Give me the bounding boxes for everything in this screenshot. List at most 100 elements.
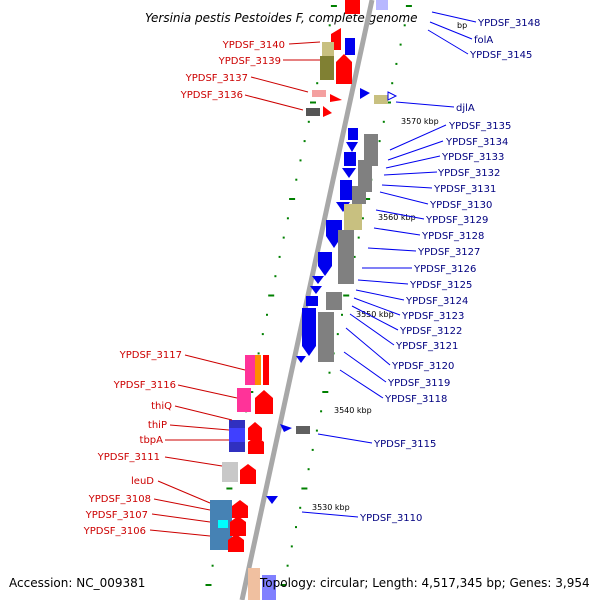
gene-feature[interactable] (222, 462, 238, 482)
gene-label[interactable]: YPDSF_3118 (384, 394, 447, 405)
gene-label[interactable]: YPDSF_3126 (413, 264, 476, 275)
gene-label[interactable]: YPDSF_3129 (425, 215, 488, 226)
gene-label[interactable]: leuD (131, 476, 154, 487)
gene-feature[interactable] (345, 38, 355, 55)
tick-mark (295, 526, 297, 529)
gene-feature[interactable] (248, 436, 264, 454)
tick-mark (361, 217, 364, 220)
gene-label[interactable]: YPDSF_3132 (437, 168, 500, 179)
gene-label[interactable]: YPDSF_3125 (409, 280, 472, 291)
gene-feature[interactable] (318, 312, 334, 362)
gene-label[interactable]: YPDSF_3107 (85, 510, 148, 521)
gene-feature[interactable] (330, 94, 342, 102)
gene-feature[interactable] (360, 88, 370, 99)
gene-feature[interactable] (348, 128, 358, 140)
gene-label[interactable]: thiP (148, 420, 167, 431)
gene-feature[interactable] (322, 42, 334, 56)
gene-label[interactable]: tbpA (140, 435, 164, 446)
gene-feature[interactable] (237, 388, 251, 412)
gene-feature[interactable] (364, 134, 378, 166)
gene-feature[interactable] (266, 496, 278, 504)
gene-label[interactable]: YPDSF_3117 (119, 350, 182, 361)
gene-feature[interactable] (255, 390, 273, 414)
gene-feature[interactable] (306, 108, 320, 116)
kbp-label-3530: 3530 kbp (312, 503, 350, 512)
gene-label[interactable]: folA (474, 35, 493, 46)
gene-label[interactable]: YPDSF_3135 (448, 121, 511, 132)
gene-feature[interactable] (374, 95, 388, 104)
gene-label[interactable]: YPDSF_3134 (445, 137, 508, 148)
left-leader-lines (149, 41, 321, 537)
gene-feature[interactable] (255, 355, 261, 385)
gene-label[interactable]: YPDSF_3133 (441, 152, 504, 163)
gene-feature[interactable] (312, 276, 324, 284)
gene-feature[interactable] (245, 355, 255, 385)
tick-mark (320, 410, 323, 413)
gene-feature[interactable] (240, 464, 256, 484)
gene-feature[interactable] (323, 106, 332, 117)
gene-label[interactable]: YPDSF_3140 (222, 40, 285, 51)
gene-label[interactable]: YPDSF_3131 (433, 184, 496, 195)
gene-label[interactable]: YPDSF_3136 (180, 90, 243, 101)
gene-feature[interactable] (312, 90, 326, 97)
gene-label[interactable]: YPDSF_3123 (401, 311, 464, 322)
gene-label[interactable]: YPDSF_3108 (88, 494, 151, 505)
gene-feature[interactable] (296, 426, 310, 434)
gene-feature[interactable] (344, 152, 356, 166)
gene-label[interactable]: thiQ (151, 401, 172, 412)
gene-label[interactable]: YPDSF_3106 (83, 526, 146, 537)
gene-feature[interactable] (232, 500, 248, 518)
gene-feature[interactable] (302, 308, 316, 356)
gene-feature[interactable] (310, 286, 322, 294)
gene-feature[interactable] (248, 422, 262, 440)
gene-feature[interactable] (346, 142, 358, 152)
gene-feature[interactable] (229, 428, 245, 442)
gene-label[interactable]: YPDSF_3121 (395, 341, 458, 352)
gene-feature[interactable] (263, 355, 269, 385)
gene-feature[interactable] (306, 296, 318, 306)
gene-feature[interactable] (345, 0, 360, 14)
gene-label[interactable]: YPDSF_3110 (359, 513, 422, 524)
gene-label[interactable]: YPDSF_3120 (391, 361, 454, 372)
gene-label[interactable]: YPDSF_3124 (405, 296, 468, 307)
gene-label[interactable]: YPDSF_3127 (417, 247, 480, 258)
gene-label[interactable]: YPDSF_3119 (387, 378, 450, 389)
gene-feature[interactable] (248, 568, 260, 600)
gene-feature[interactable] (230, 516, 246, 536)
gene-label[interactable]: YPDSF_3128 (421, 231, 484, 242)
gene-feature[interactable] (296, 356, 306, 363)
gene-label[interactable]: YPDSF_3145 (469, 50, 532, 61)
gene-feature[interactable] (228, 534, 244, 552)
gene-feature[interactable] (262, 575, 276, 600)
tick-mark (341, 313, 343, 316)
kbp-label-3540: 3540 kbp (334, 406, 372, 415)
tick-mark (382, 120, 385, 123)
gene-label[interactable]: YPDSF_3139 (218, 56, 281, 67)
map-title: Yersinia pestis Pestoides F, complete ge… (145, 11, 418, 25)
gene-feature[interactable] (336, 54, 352, 84)
gene-label[interactable]: YPDSF_3137 (185, 73, 248, 84)
gene-label[interactable]: YPDSF_3148 (477, 18, 540, 29)
gene-feature[interactable] (280, 424, 292, 432)
gene-feature[interactable] (320, 56, 334, 80)
gene-feature[interactable] (218, 520, 228, 528)
gene-feature[interactable] (352, 186, 366, 204)
tick-mark (278, 255, 281, 258)
tick-mark (315, 429, 318, 432)
gene-label[interactable]: djlA (456, 103, 475, 114)
gene-feature[interactable] (376, 0, 388, 10)
gene-feature[interactable] (387, 91, 398, 101)
gene-feature[interactable] (342, 168, 356, 178)
gene-feature[interactable] (338, 230, 354, 284)
gene-label[interactable]: YPDSF_3116 (113, 380, 176, 391)
tick-mark (353, 255, 356, 258)
gene-label[interactable]: YPDSF_3130 (429, 200, 492, 211)
gene-label[interactable]: YPDSF_3111 (97, 452, 160, 463)
gene-feature[interactable] (318, 252, 332, 276)
gene-label[interactable]: YPDSF_3115 (373, 439, 436, 450)
gene-feature[interactable] (326, 292, 342, 310)
gene-feature[interactable] (344, 204, 362, 230)
gene-label[interactable]: YPDSF_3122 (399, 326, 462, 337)
gene-feature[interactable] (358, 160, 372, 192)
gene-feature[interactable] (340, 180, 352, 200)
